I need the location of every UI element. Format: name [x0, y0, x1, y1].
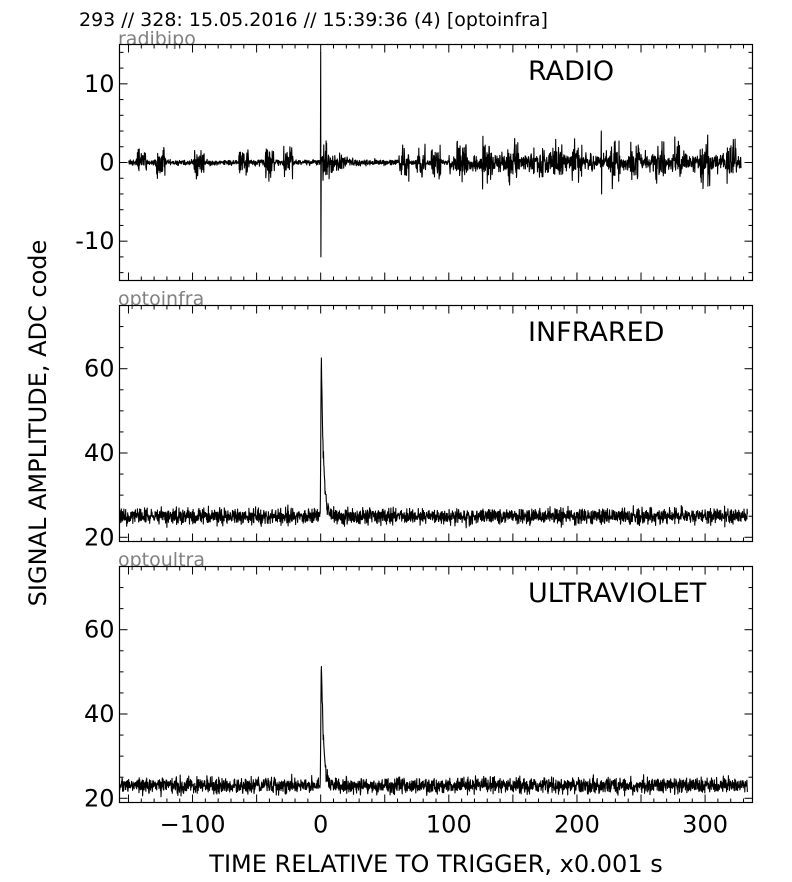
- infrared-channel-tag: optoinfra: [118, 288, 204, 310]
- infrared-panel: optoinfra INFRARED 20 40 60: [84, 288, 754, 551]
- x-axis-title: TIME RELATIVE TO TRIGGER, x0.001 s: [208, 850, 662, 878]
- infrared-y-tick-label: 60: [84, 355, 115, 383]
- ultraviolet-ticks: 20 40 60 −100 0 100 200 300: [84, 566, 753, 839]
- y-axis-title: SIGNAL AMPLITUDE, ADC code: [24, 240, 52, 607]
- ultraviolet-y-tick-label: 40: [84, 700, 115, 728]
- figure-header: 293 // 328: 15.05.2016 // 15:39:36 (4) […: [79, 9, 548, 31]
- x-tick-label: 300: [682, 811, 728, 839]
- ultraviolet-channel-tag: optoultra: [118, 549, 205, 571]
- x-tick-label: 0: [313, 811, 328, 839]
- x-tick-label: 100: [426, 811, 472, 839]
- radio-y-tick-label: 10: [84, 70, 115, 98]
- infrared-y-tick-label: 20: [84, 523, 115, 551]
- radio-panel: radibipo RADIO -10 0 10: [75, 28, 754, 282]
- infrared-signal-label: INFRARED: [528, 317, 664, 348]
- ultraviolet-y-tick-label: 20: [84, 784, 115, 812]
- ultraviolet-panel: optoultra ULTRAVIOLET 20 40 60 −100 0 100 200 3…: [84, 549, 754, 839]
- x-tick-label: −100: [160, 811, 226, 839]
- ultraviolet-trace: [118, 665, 748, 798]
- radio-y-tick-label: -10: [75, 227, 114, 255]
- infrared-trace: [118, 357, 748, 529]
- radio-channel-tag: radibipo: [118, 28, 196, 50]
- x-tick-label: 200: [554, 811, 600, 839]
- radio-signal-label: RADIO: [528, 56, 614, 87]
- ultraviolet-signal-label: ULTRAVIOLET: [528, 578, 707, 609]
- ultraviolet-y-tick-label: 60: [84, 616, 115, 644]
- infrared-y-tick-label: 40: [84, 439, 115, 467]
- radio-ticks: -10 0 10: [75, 44, 753, 281]
- radio-y-tick-label: 0: [99, 149, 114, 177]
- infrared-ticks: 20 40 60: [84, 305, 753, 551]
- radio-trace: [128, 51, 742, 258]
